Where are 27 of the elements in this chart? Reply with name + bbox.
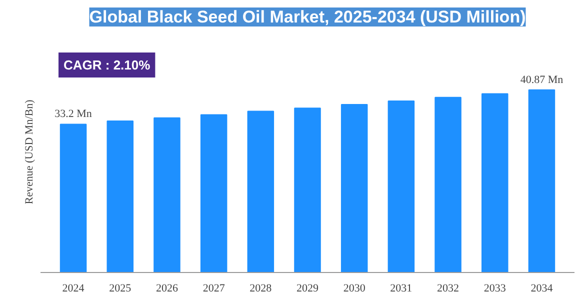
x-tick-label: 2026: [156, 282, 178, 294]
data-label: 33.2 Mn: [54, 108, 92, 120]
x-tick-label: 2025: [109, 282, 132, 294]
bar: [106, 120, 134, 272]
x-tick-label: 2030: [343, 282, 366, 294]
x-tick-label: 2033: [484, 282, 506, 294]
text: CAGR : 2.10%: [64, 58, 151, 72]
x-tick-label: 2027: [202, 282, 226, 294]
bar: [200, 114, 228, 272]
bar: [60, 124, 87, 272]
chart-title: Global Black Seed Oil Market, 2025-2034 (USD Million): [89, 8, 526, 26]
x-tick-label: 2034: [530, 282, 554, 294]
x-tick-label: 2029: [296, 282, 319, 294]
x-tick-label: 2031: [390, 282, 412, 294]
bar: [388, 100, 415, 272]
bar: [434, 96, 462, 272]
y-axis-title: Revenue (USD Mn/Bn): [24, 99, 36, 204]
x-tick-label: 2024: [62, 282, 85, 294]
bar: [340, 104, 368, 272]
bar: [154, 117, 180, 272]
bar: [528, 89, 556, 272]
bar: [247, 110, 274, 272]
x-tick-label: 2028: [250, 282, 272, 294]
bar: [294, 108, 321, 272]
bar: [481, 93, 508, 272]
data-label: 40.87 Mn: [520, 74, 564, 86]
x-tick-label: 2032: [437, 282, 460, 294]
